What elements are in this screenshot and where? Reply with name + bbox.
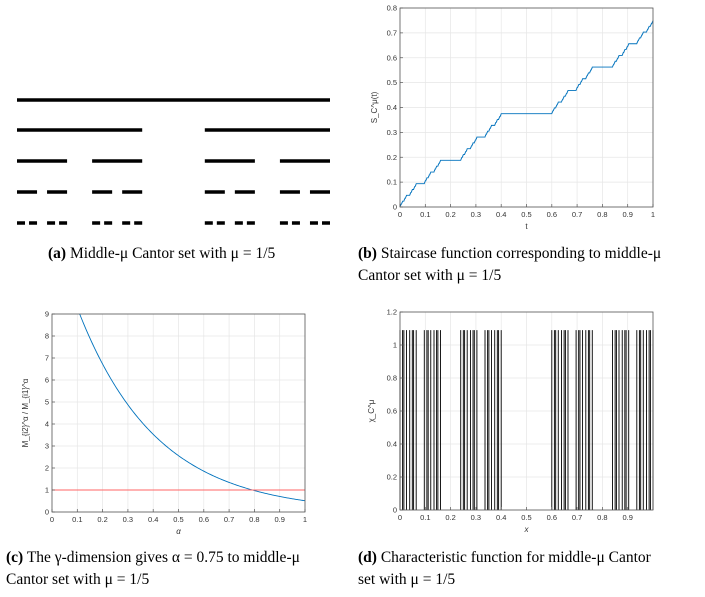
x-tick-label: 0.7 — [572, 513, 582, 522]
y-tick-label: 3 — [45, 442, 49, 451]
caption-b-line2: Cantor set with μ = 1/5 — [358, 267, 502, 284]
caption-d-label: (d) — [358, 549, 377, 566]
x-tick-label: 0.1 — [420, 513, 430, 522]
caption-c: (c) The γ-dimension gives α = 0.75 to mi… — [6, 547, 300, 591]
gamma-curve — [79, 314, 305, 502]
x-tick-label: 0.8 — [597, 513, 607, 522]
x-axis-label: α — [176, 527, 181, 536]
panel-b: 0 0.1 0.2 0.3 0.4 0.5 0.6 0.7 0.8 0.9 1 0 0.1 0.2 0.3 0… — [352, 0, 705, 300]
y-tick-label: 0.6 — [387, 407, 397, 416]
x-tick-label: 0.1 — [420, 210, 430, 219]
x-tick-label: 0.8 — [249, 515, 259, 524]
x-tick-label: 0.3 — [471, 513, 481, 522]
y-tick-label: 0.8 — [387, 4, 397, 13]
x-tick-label: 0.9 — [622, 210, 632, 219]
x-tick-label: 0.6 — [547, 210, 557, 219]
x-tick-label: 0.4 — [496, 210, 506, 219]
x-tick-label: 0.3 — [471, 210, 481, 219]
x-tick-label: 0.7 — [224, 515, 234, 524]
y-tick-label: 9 — [45, 310, 49, 319]
x-tick-label: 1 — [303, 515, 307, 524]
y-tick-label: 0.6 — [387, 53, 397, 62]
y-tick-label: 1 — [45, 486, 49, 495]
panel-c: 0 0.1 0.2 0.3 0.4 0.5 0.6 0.7 0.8 0.9 1 0 1 2 3 4 5 6 7 8 9 α… — [0, 300, 352, 597]
x-tick-label: 0 — [50, 515, 54, 524]
gamma-dimension-chart: 0 0.1 0.2 0.3 0.4 0.5 0.6 0.7 0.8 0.9 1 0 1 2 3 4 5 6 7 8 9 α… — [21, 310, 307, 537]
caption-c-label: (c) — [6, 549, 24, 566]
y-tick-label: 0.1 — [387, 178, 397, 187]
staircase-line — [399, 20, 654, 208]
y-tick-label: 0.2 — [387, 473, 397, 482]
panel-a: (a) Middle-μ Cantor set with μ = 1/5 — [0, 0, 350, 300]
y-axis-label: S_C^μ(t) — [370, 91, 379, 123]
x-tick-label: 0.2 — [445, 513, 455, 522]
x-tick-label: 0.5 — [521, 210, 531, 219]
y-tick-label: 0 — [45, 508, 49, 517]
x-axis-label: x — [524, 525, 530, 534]
y-tick-label: 5 — [45, 398, 49, 407]
y-tick-label: 2 — [45, 464, 49, 473]
x-tick-label: 0.2 — [97, 515, 107, 524]
caption-b-line1: Staircase function corresponding to midd… — [380, 245, 662, 262]
caption-d-line2: set with μ = 1/5 — [358, 571, 456, 588]
caption-c-line2: Cantor set with μ = 1/5 — [6, 571, 150, 588]
caption-c-line1: The γ-dimension gives α = 0.75 to middle… — [26, 549, 300, 566]
x-tick-label: 0.4 — [496, 513, 506, 522]
x-tick-label: 0.5 — [521, 513, 531, 522]
y-tick-label: 0.5 — [387, 78, 397, 87]
x-tick-label: 0.2 — [445, 210, 455, 219]
y-tick-label: 7 — [45, 354, 49, 363]
y-tick-label: 0.3 — [387, 128, 397, 137]
x-axis-label: t — [525, 222, 528, 231]
y-tick-label: 4 — [45, 420, 49, 429]
caption-a: (a) Middle-μ Cantor set with μ = 1/5 — [48, 243, 275, 265]
y-tick-label: 1 — [393, 341, 397, 350]
y-axis-label: χ_C^μ — [367, 399, 376, 422]
x-tick-label: 0.6 — [547, 513, 557, 522]
x-tick-label: 0.1 — [72, 515, 82, 524]
x-tick-label: 0.9 — [622, 513, 632, 522]
x-tick-label: 0.7 — [572, 210, 582, 219]
x-tick-label: 0.6 — [199, 515, 209, 524]
caption-d-line1: Characteristic function for middle-μ Can… — [380, 549, 651, 566]
y-axis-label: M_{i2}^α / M_{i1}^α — [21, 378, 30, 447]
y-tick-label: 0.7 — [387, 28, 397, 37]
cantor-set-figure — [17, 98, 330, 225]
caption-a-text: Middle-μ Cantor set with μ = 1/5 — [69, 245, 276, 262]
y-tick-label: 0.4 — [387, 440, 397, 449]
y-tick-label: 1.2 — [387, 308, 397, 317]
y-tick-label: 0 — [393, 506, 397, 515]
y-tick-label: 0.2 — [387, 153, 397, 162]
caption-a-label: (a) — [48, 245, 67, 262]
x-tick-label: 0 — [398, 513, 402, 522]
characteristic-function-chart: 0 0.1 0.2 0.3 0.4 0.5 0.6 0.7 0.8 0.9 0 0.2 0.4 0.6 0.… — [367, 308, 654, 534]
panel-d: 0 0.1 0.2 0.3 0.4 0.5 0.6 0.7 0.8 0.9 0 0.2 0.4 0.6 0.… — [352, 300, 705, 597]
caption-d: (d) Characteristic function for middle-μ… — [358, 547, 651, 591]
x-tick-label: 0.3 — [123, 515, 133, 524]
y-tick-label: 0.8 — [387, 374, 397, 383]
x-tick-label: 0.5 — [173, 515, 183, 524]
y-tick-label: 0 — [393, 203, 397, 212]
x-tick-label: 0.8 — [597, 210, 607, 219]
x-tick-label: 0.4 — [148, 515, 158, 524]
caption-b: (b) Staircase function corresponding to … — [358, 243, 661, 287]
y-tick-label: 8 — [45, 332, 49, 341]
y-tick-label: 6 — [45, 376, 49, 385]
x-tick-label: 0 — [398, 210, 402, 219]
caption-b-label: (b) — [358, 245, 377, 262]
x-tick-label: 1 — [651, 210, 655, 219]
staircase-chart: 0 0.1 0.2 0.3 0.4 0.5 0.6 0.7 0.8 0.9 1 0 0.1 0.2 0.3 0… — [370, 4, 655, 232]
y-tick-label: 0.4 — [387, 103, 397, 112]
x-tick-label: 0.9 — [274, 515, 284, 524]
